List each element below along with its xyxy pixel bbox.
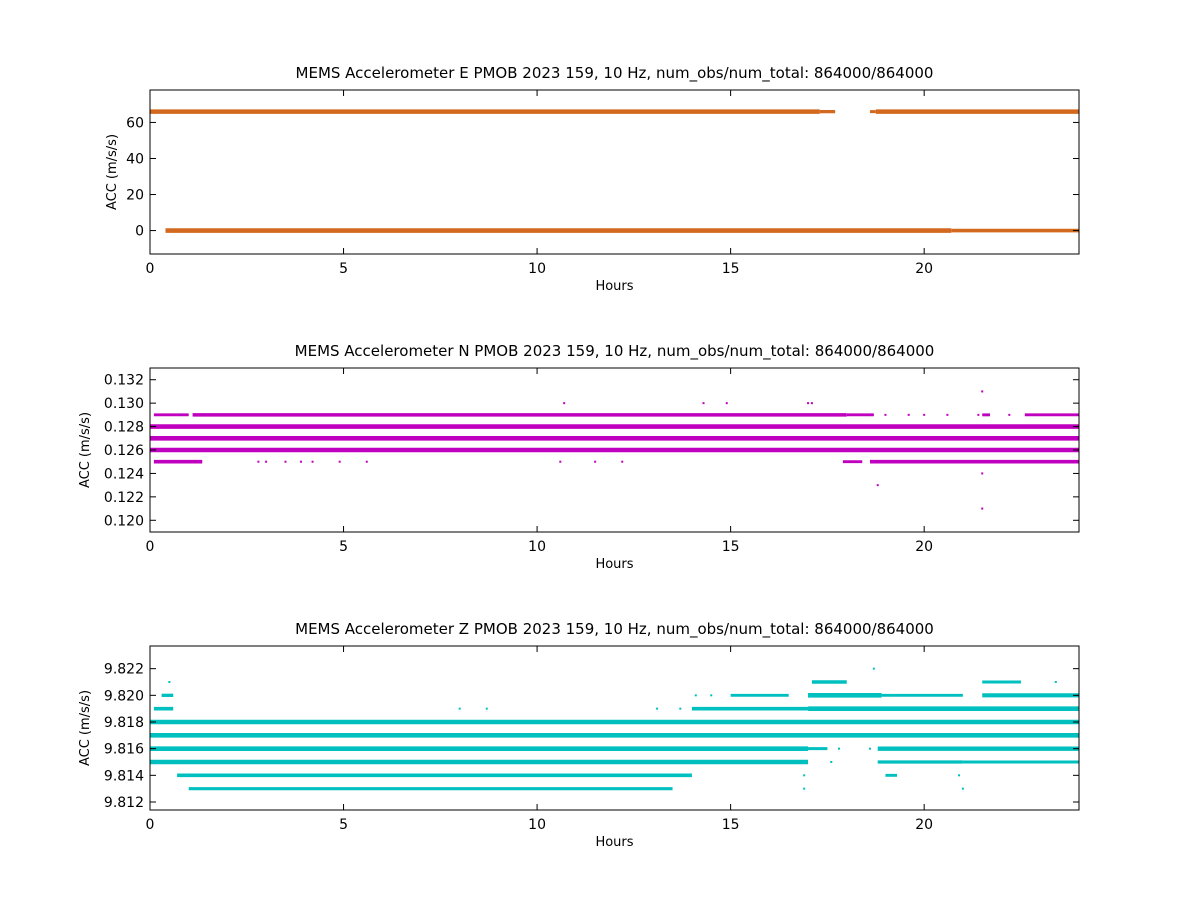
subplot-z-xtick-label: 15 [722, 817, 740, 833]
subplot-n-point [981, 390, 984, 393]
subplot-z-ytick-label: 9.820 [104, 688, 144, 704]
subplot-n-point [284, 460, 287, 463]
subplot-z-xtick-label: 10 [528, 817, 546, 833]
subplot-e-xtick-label: 5 [339, 261, 348, 277]
subplot-z-point [853, 734, 856, 737]
subplot-z-point [961, 787, 964, 790]
subplot-z-point [1012, 761, 1015, 763]
subplot-n-point [907, 413, 910, 416]
subplot-e-ytick-label: 0 [135, 224, 144, 240]
subplot-n-point [876, 484, 879, 487]
subplot-z-point [803, 787, 806, 790]
subplot-z-point [485, 707, 488, 710]
subplot-n-point [1008, 413, 1011, 416]
subplot-n-xtick-label: 20 [915, 539, 933, 555]
subplot-n-point [365, 460, 368, 463]
subplot-z-point [830, 761, 833, 763]
subplot-z-data [150, 667, 1079, 791]
subplot-e-ytick-label: 40 [126, 151, 144, 167]
subplot-e-ytick-label: 60 [126, 115, 144, 131]
subplot-n-ytick-label: 0.130 [104, 396, 144, 412]
subplot-n-title: MEMS Accelerometer N PMOB 2023 159, 10 H… [295, 342, 935, 361]
subplot-n-xtick-label: 10 [528, 539, 546, 555]
subplot-z-ytick-label: 9.822 [104, 662, 144, 678]
subplot-e-xtick-label: 15 [722, 261, 740, 277]
subplot-e-data [150, 109, 1079, 233]
subplot-e: MEMS Accelerometer E PMOB 2023 159, 10 H… [105, 64, 1080, 294]
subplot-n-point [946, 413, 949, 416]
subplot-z-point [694, 694, 697, 697]
subplot-n-point [338, 460, 341, 463]
subplot-e-title: MEMS Accelerometer E PMOB 2023 159, 10 H… [296, 64, 934, 83]
subplot-n-point [725, 402, 728, 405]
subplot-z-ytick-label: 9.812 [104, 795, 144, 811]
subplot-z-point [168, 681, 171, 683]
subplot-n-ytick-label: 0.122 [104, 490, 144, 506]
subplot-n-xtick-label: 15 [722, 539, 740, 555]
subplot-z: MEMS Accelerometer Z PMOB 2023 159, 10 H… [78, 620, 1080, 850]
subplot-n-point [563, 402, 566, 405]
subplot-z-frame [149, 645, 1080, 811]
subplot-n-xtick-label: 0 [146, 539, 155, 555]
subplot-e-xlabel: Hours [595, 279, 633, 294]
subplot-n-point [257, 460, 260, 463]
subplot-z-point [958, 774, 961, 777]
subplot-z-point [710, 694, 713, 697]
subplot-e-xtick-label: 0 [146, 261, 155, 277]
subplot-z-xtick-label: 5 [339, 817, 348, 833]
subplot-n-xtick-label: 5 [339, 539, 348, 555]
subplot-n-ytick-label: 0.126 [104, 443, 144, 459]
subplot-z-ytick-label: 9.814 [104, 768, 144, 784]
subplot-n-ytick-label: 0.128 [104, 420, 144, 436]
subplot-e-frame [149, 89, 1080, 255]
subplot-z-point [838, 747, 841, 750]
subplot-e-xtick-label: 10 [528, 261, 546, 277]
subplot-n: MEMS Accelerometer N PMOB 2023 159, 10 H… [78, 342, 1080, 572]
subplot-z-point [803, 774, 806, 777]
subplot-n-point [981, 507, 984, 510]
subplot-n-point [810, 402, 813, 405]
subplot-z-point [1039, 761, 1042, 763]
subplot-z-point [868, 747, 871, 750]
subplot-n-point [621, 460, 624, 463]
subplot-n-ytick-label: 0.120 [104, 513, 144, 529]
subplot-n-point [594, 460, 597, 463]
subplot-z-xtick-label: 20 [915, 817, 933, 833]
subplot-n-point [981, 472, 984, 475]
subplot-z-xtick-label: 0 [146, 817, 155, 833]
subplot-z-point [1054, 681, 1057, 683]
subplot-e-xtick-label: 20 [915, 261, 933, 277]
subplot-z-xlabel: Hours [595, 835, 633, 850]
subplot-z-ytick-label: 9.816 [104, 742, 144, 758]
subplot-n-ylabel: ACC (m/s/s) [78, 412, 93, 488]
subplot-z-ytick-label: 9.818 [104, 715, 144, 731]
subplot-n-point [923, 413, 926, 416]
subplot-z-point [656, 707, 659, 710]
subplot-n-point [977, 413, 980, 416]
subplot-n-ytick-label: 0.132 [104, 373, 144, 389]
subplot-n-ytick-label: 0.124 [104, 466, 144, 482]
subplot-n-xlabel: Hours [595, 557, 633, 572]
subplot-z-title: MEMS Accelerometer Z PMOB 2023 159, 10 H… [295, 620, 934, 639]
subplot-n-point [884, 413, 887, 416]
subplot-e-ylabel: ACC (m/s/s) [105, 134, 120, 210]
subplot-z-ylabel: ACC (m/s/s) [78, 690, 93, 766]
subplot-n-point [265, 460, 268, 463]
subplot-n-point [299, 460, 302, 463]
subplot-z-point [872, 667, 875, 670]
subplot-n-point [311, 460, 314, 463]
subplot-z-point [458, 707, 461, 710]
subplot-z-point [679, 707, 682, 710]
subplot-n-point [702, 402, 705, 405]
subplot-n-point [807, 402, 810, 405]
subplot-n-data [150, 390, 1079, 510]
subplot-n-point [559, 460, 562, 463]
subplot-e-ytick-label: 20 [126, 188, 144, 204]
